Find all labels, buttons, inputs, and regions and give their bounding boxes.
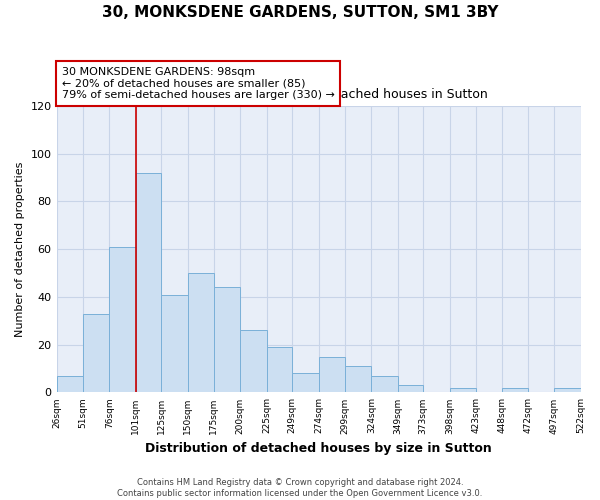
Bar: [188, 273, 214, 392]
Y-axis label: Number of detached properties: Number of detached properties: [15, 162, 25, 337]
Bar: [345, 366, 371, 392]
Text: 30 MONKSDENE GARDENS: 98sqm
← 20% of detached houses are smaller (85)
79% of sem: 30 MONKSDENE GARDENS: 98sqm ← 20% of det…: [62, 67, 335, 100]
Bar: [109, 247, 136, 392]
Bar: [502, 388, 527, 392]
Bar: [161, 294, 188, 392]
X-axis label: Distribution of detached houses by size in Sutton: Distribution of detached houses by size …: [145, 442, 492, 455]
Bar: [83, 314, 109, 392]
Bar: [241, 330, 267, 392]
Text: 30, MONKSDENE GARDENS, SUTTON, SM1 3BY: 30, MONKSDENE GARDENS, SUTTON, SM1 3BY: [102, 5, 498, 20]
Bar: [267, 347, 292, 393]
Bar: [56, 376, 83, 392]
Bar: [449, 388, 476, 392]
Text: Contains HM Land Registry data © Crown copyright and database right 2024.
Contai: Contains HM Land Registry data © Crown c…: [118, 478, 482, 498]
Bar: [292, 374, 319, 392]
Bar: [371, 376, 398, 392]
Bar: [398, 386, 423, 392]
Bar: [214, 288, 241, 393]
Bar: [319, 356, 345, 392]
Bar: [554, 388, 581, 392]
Bar: [136, 173, 161, 392]
Title: Size of property relative to detached houses in Sutton: Size of property relative to detached ho…: [149, 88, 488, 101]
